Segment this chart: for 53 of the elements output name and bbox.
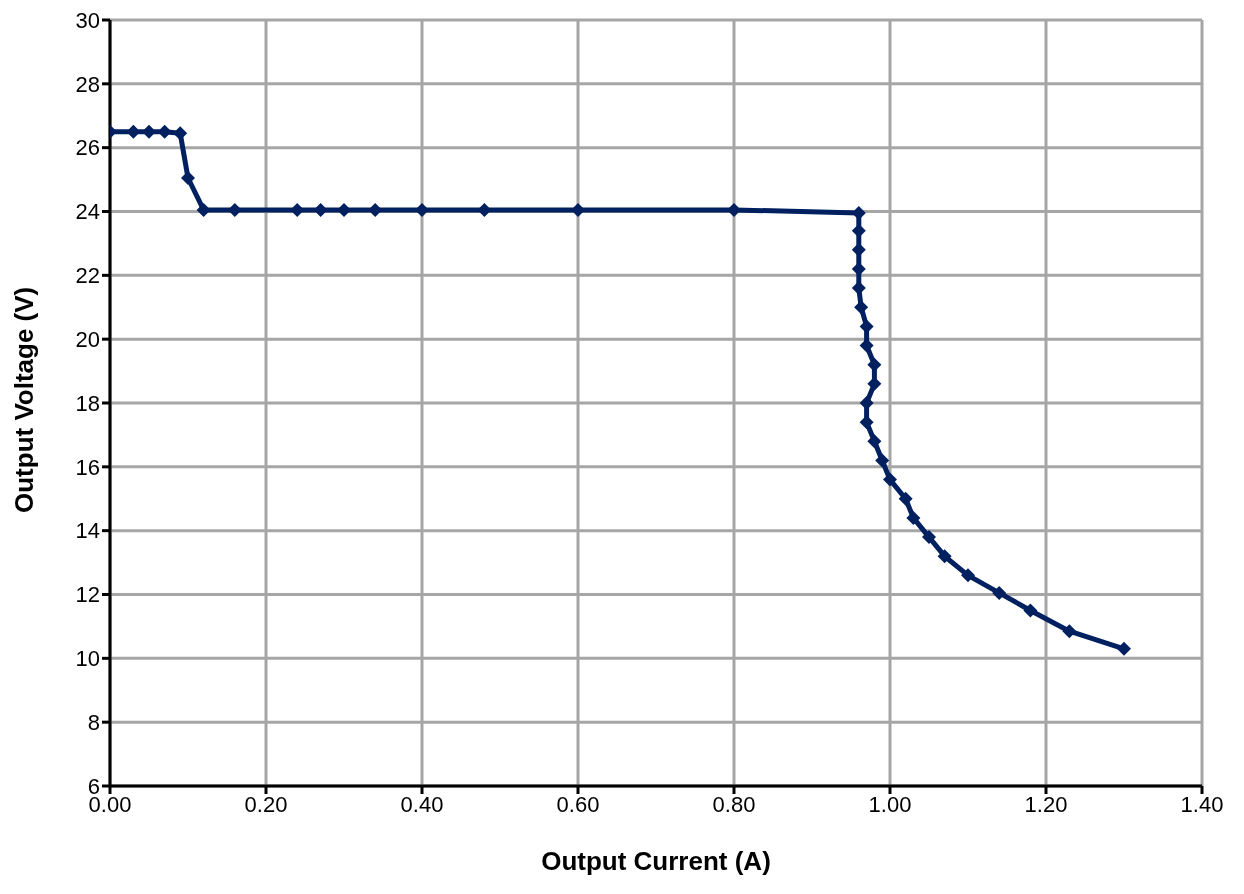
point (181, 170, 195, 185)
point (883, 472, 897, 487)
x-tick-label: 0.80 (712, 791, 756, 817)
point (142, 124, 156, 139)
x-tick-label: 0.40 (400, 791, 444, 817)
point (922, 530, 936, 545)
y-tick-label: 24 (75, 199, 100, 225)
point (906, 510, 921, 525)
point (1117, 641, 1131, 656)
point (851, 242, 866, 257)
point (157, 124, 172, 139)
point (196, 202, 211, 217)
point (1062, 624, 1077, 639)
point (126, 124, 141, 139)
point (859, 396, 874, 410)
point (859, 319, 874, 334)
point (337, 202, 351, 217)
y-tick-label: 10 (75, 646, 100, 672)
point (477, 202, 492, 217)
x-tick-label: 0.20 (244, 791, 288, 817)
y-tick-label: 22 (75, 263, 100, 289)
y-tick-label: 20 (75, 326, 100, 352)
point (727, 202, 741, 217)
x-tick-label: 1.20 (1024, 791, 1068, 817)
point (313, 202, 328, 217)
point (961, 568, 975, 583)
x-axis-title: Output Current (A) (541, 846, 771, 876)
point (415, 202, 429, 217)
point (1023, 603, 1038, 618)
y-tick-label: 16 (75, 454, 100, 480)
point (867, 357, 882, 372)
point (937, 549, 952, 564)
point (867, 434, 882, 449)
y-tick-label: 26 (75, 135, 100, 161)
point (851, 223, 866, 238)
y-tick-label: 8 (87, 709, 100, 735)
point (875, 453, 890, 468)
point (898, 491, 913, 506)
point (992, 585, 1007, 600)
x-tick-label: 1.40 (1180, 791, 1224, 817)
x-tick-label: 0.60 (556, 791, 600, 817)
y-tick-label: 30 (75, 7, 100, 33)
x-tick-label: 1.00 (868, 791, 912, 817)
point (173, 126, 188, 141)
y-tick-label: 12 (75, 582, 100, 608)
point (859, 415, 874, 430)
y-axis-title: Output Voltage (V) (9, 286, 40, 513)
point (854, 300, 869, 315)
point (859, 338, 874, 353)
point (571, 202, 585, 217)
y-tick-label: 18 (75, 390, 100, 416)
y-tick-label: 28 (75, 71, 100, 97)
y-tick-label: 14 (75, 518, 100, 544)
